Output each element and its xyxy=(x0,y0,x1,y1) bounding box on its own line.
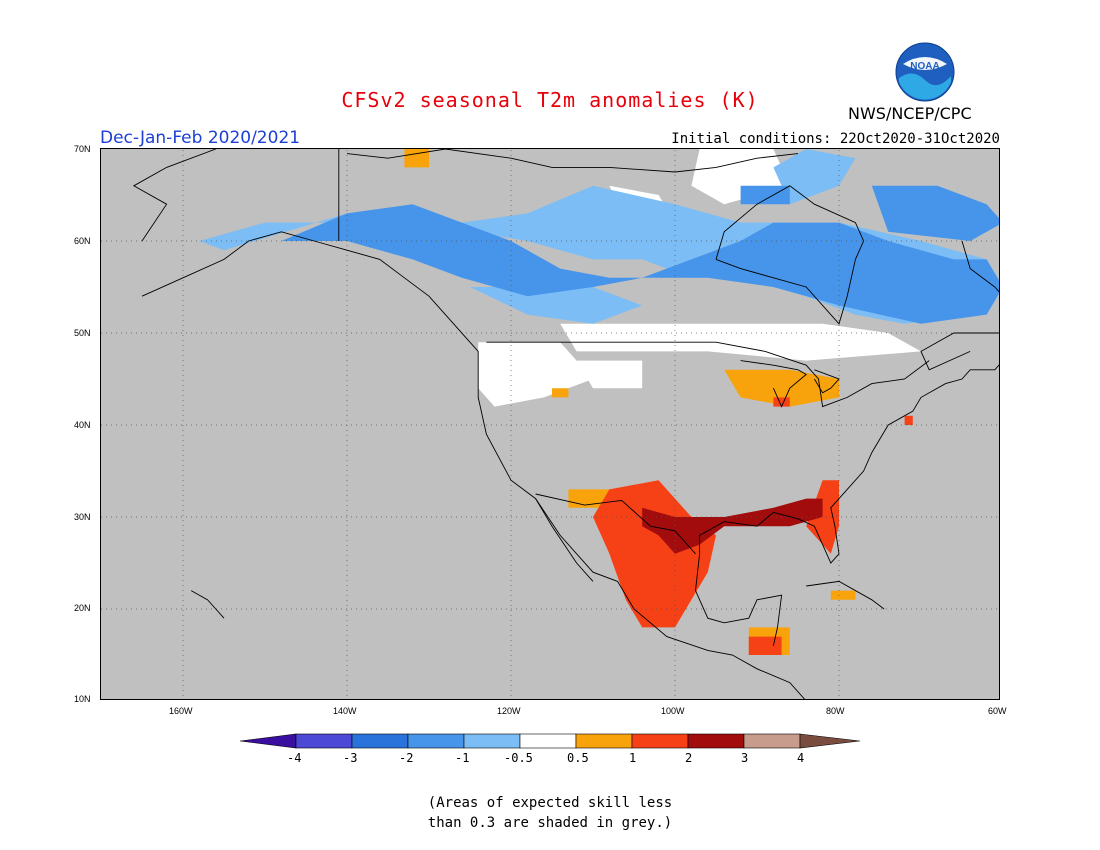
lon-label-120w: 120W xyxy=(497,706,521,716)
skill-note: (Areas of expected skill less than 0.3 a… xyxy=(0,793,1100,833)
skill-note-line-1: (Areas of expected skill less xyxy=(427,795,673,811)
baja-peninsula xyxy=(535,498,594,582)
great-lakes-outline xyxy=(740,360,807,408)
colorbar-swatch xyxy=(743,733,801,749)
lat-label-30n: 30N xyxy=(74,512,91,522)
strong-warm-anomaly-area xyxy=(642,498,823,554)
colorbar-swatch xyxy=(687,733,745,749)
warm-anomaly-area xyxy=(773,397,790,407)
lat-label-20n: 20N xyxy=(74,603,91,613)
lake-huron-outline xyxy=(814,369,840,394)
cold-anomaly-area xyxy=(871,185,999,241)
cold-anomaly-area xyxy=(281,204,999,324)
colorbar-swatch xyxy=(575,733,633,749)
hawaii-islands xyxy=(190,590,225,619)
near-normal-area xyxy=(478,342,593,407)
colorbar-swatch xyxy=(519,733,577,749)
logo-text: NOAA xyxy=(910,61,939,72)
map-gridlines xyxy=(101,149,999,699)
pacific-coastline xyxy=(141,231,806,699)
warm-anomaly-area xyxy=(552,388,569,398)
warm-anomaly-area xyxy=(724,369,839,407)
colorbar-label: -1 xyxy=(455,751,470,765)
warm-anomaly-area xyxy=(404,149,429,168)
colorbar-arrow-max xyxy=(799,733,860,749)
warm-anomaly-area xyxy=(593,480,716,628)
lon-label-80w: 80W xyxy=(826,706,845,716)
colorbar-swatch xyxy=(631,733,689,749)
lon-label-60w: 60W xyxy=(988,706,1007,716)
colorbar-label: 2 xyxy=(685,751,693,765)
initial-conditions-label: Initial conditions: 22Oct2020-31Oct2020 xyxy=(671,131,1000,147)
near-normal-area xyxy=(576,360,643,389)
colorbar-label: 3 xyxy=(741,751,749,765)
lat-label-40n: 40N xyxy=(74,420,91,430)
us-mexico-border xyxy=(535,493,696,555)
lat-label-70n: 70N xyxy=(74,144,91,154)
warm-anomaly-area xyxy=(748,636,782,655)
hudson-bay-coastline xyxy=(715,185,865,325)
colorbar-swatch xyxy=(407,733,465,749)
cold-anomaly-area xyxy=(773,149,856,205)
lon-label-100w: 100W xyxy=(661,706,685,716)
colorbar-label: 0.5 xyxy=(567,751,589,765)
us-canada-border xyxy=(486,341,930,408)
colorbar-label: -3 xyxy=(343,751,358,765)
colorbar-label: -2 xyxy=(399,751,414,765)
map-title: CFSv2 seasonal T2m anomalies (K) xyxy=(341,88,759,112)
agency-label: NWS/NCEP/CPC xyxy=(848,104,972,123)
coastlines xyxy=(132,149,999,699)
skill-note-line-2: than 0.3 are shaded in grey.) xyxy=(427,815,673,831)
atlantic-gulf-coastline xyxy=(699,364,999,564)
cold-anomaly-area xyxy=(740,185,790,205)
warm-anomaly-area xyxy=(830,590,856,600)
lat-label-10n: 10N xyxy=(74,694,91,704)
lat-label-60n: 60N xyxy=(74,236,91,246)
cuba-coastline xyxy=(806,580,885,610)
map-canvas xyxy=(101,149,999,699)
cold-anomaly-area xyxy=(470,287,643,324)
lat-label-50n: 50N xyxy=(74,328,91,338)
colorbar-swatch xyxy=(295,733,353,749)
season-label: Dec-Jan-Feb 2020/2021 xyxy=(100,128,301,148)
arctic-coastline xyxy=(346,149,799,173)
labrador-coastline xyxy=(920,240,999,371)
colorbar-label: 4 xyxy=(797,751,805,765)
colorbar-swatch xyxy=(351,733,409,749)
anomaly-map xyxy=(100,148,1000,700)
colorbar xyxy=(240,733,860,749)
noaa-logo: NOAA xyxy=(895,42,955,102)
alaska-west-coastline xyxy=(132,149,216,242)
lon-label-140w: 140W xyxy=(333,706,357,716)
colorbar-label: -0.5 xyxy=(504,751,533,765)
anomaly-cells xyxy=(199,149,999,655)
warm-anomaly-area xyxy=(904,415,913,425)
colorbar-label: 1 xyxy=(629,751,637,765)
colorbar-label: -4 xyxy=(287,751,302,765)
mexico-gulf-coastline xyxy=(695,553,783,646)
near-normal-area xyxy=(560,323,921,361)
colorbar-swatch xyxy=(463,733,521,749)
colorbar-arrow-min xyxy=(240,733,297,749)
lon-label-160w: 160W xyxy=(169,706,193,716)
